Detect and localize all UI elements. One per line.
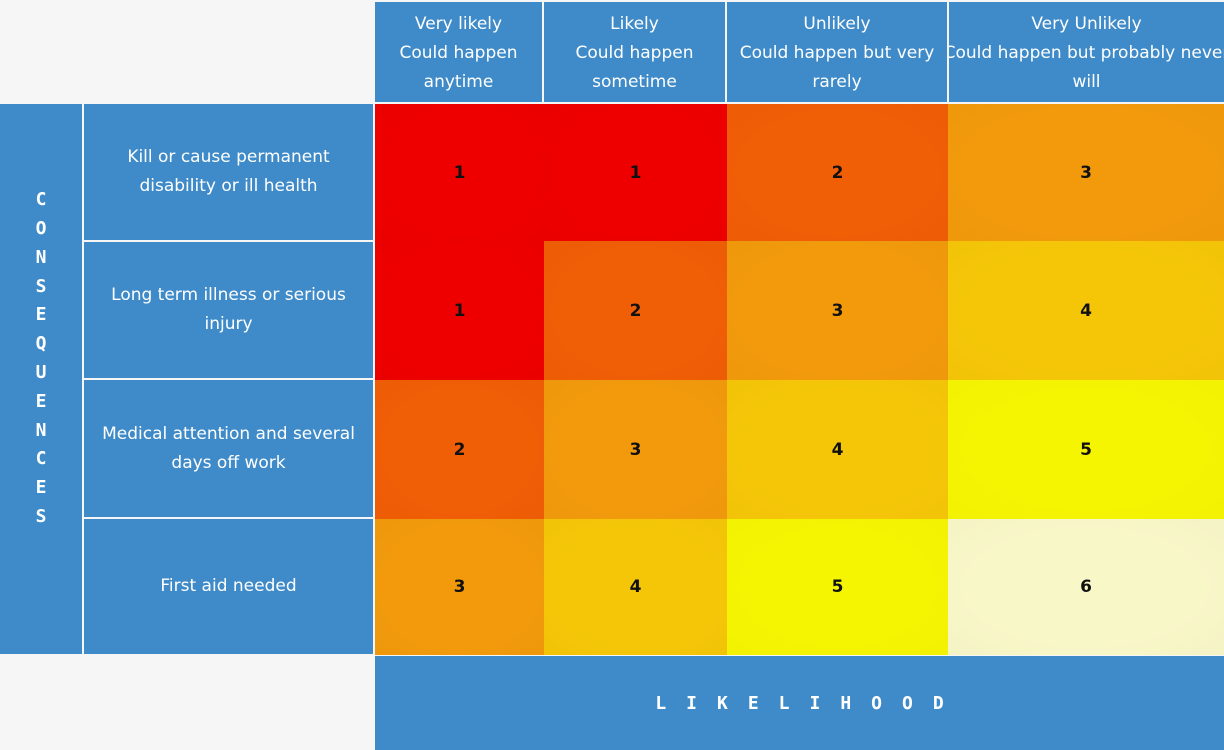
risk-cell: 2	[375, 380, 544, 519]
risk-value: 4	[1080, 300, 1092, 321]
risk-value: 1	[453, 300, 466, 321]
risk-value: 5	[1080, 439, 1092, 460]
row-header-line: Kill or cause permanent	[127, 147, 330, 167]
risk-cell: 3	[727, 241, 948, 380]
row-header-medical-attention: Medical attention and several days off wo…	[84, 380, 373, 517]
column-header-line: rarely	[812, 71, 862, 92]
consequences-axis-letter: E	[35, 390, 47, 412]
risk-value: 4	[831, 439, 844, 460]
column-header-very-unlikely: Very Unlikely Could happen but probably n…	[949, 2, 1224, 102]
column-header-line: Could happen but probably never	[949, 42, 1224, 63]
consequences-axis-letter: E	[35, 477, 47, 499]
risk-value: 3	[831, 300, 844, 321]
risk-value: 5	[831, 577, 844, 597]
risk-cell: 1	[375, 104, 544, 241]
row-header-line: Medical attention and several	[102, 423, 355, 444]
consequences-axis-letter: E	[35, 304, 47, 326]
row-header-line: First aid needed	[160, 576, 297, 596]
risk-value: 6	[1080, 577, 1092, 597]
column-header-line: Very likely	[414, 13, 503, 34]
risk-cell: 4	[727, 380, 948, 519]
column-header-line: Could happen	[399, 42, 518, 63]
column-header-line: Could happen but very	[739, 42, 935, 63]
risk-cell: 1	[375, 241, 544, 380]
row-header-first-aid: First aid needed	[84, 519, 373, 654]
risk-cell: 2	[544, 241, 727, 380]
row-header-line: Long term illness or serious	[111, 285, 346, 305]
row-header-line: disability or ill health	[139, 176, 318, 196]
consequences-axis-letter: S	[35, 505, 47, 527]
risk-value: 1	[629, 162, 642, 183]
risk-cell: 5	[727, 519, 948, 655]
risk-cell: 4	[948, 241, 1224, 380]
row-header-long-term-illness: Long term illness or serious injury	[84, 242, 373, 378]
risk-value: 3	[1080, 162, 1092, 183]
consequences-axis-letter: S	[35, 275, 47, 297]
column-header-line: Likely	[610, 13, 659, 34]
risk-value: 3	[453, 577, 466, 597]
risk-cell: 5	[948, 380, 1224, 519]
consequences-axis-letter: N	[35, 246, 47, 268]
row-header-line: days off work	[171, 452, 286, 473]
consequences-axis-letter: U	[35, 362, 47, 383]
risk-value: 4	[629, 577, 642, 597]
risk-cell: 3	[544, 380, 727, 519]
risk-value: 2	[453, 439, 466, 460]
column-header-line: Could happen	[575, 42, 694, 63]
risk-value: 2	[831, 162, 844, 183]
column-header-line: sometime	[592, 71, 677, 92]
row-header-line: injury	[204, 314, 253, 334]
likelihood-axis-text: LIKELIHOOD	[655, 692, 964, 714]
risk-cell: 6	[948, 519, 1224, 655]
risk-cell: 2	[727, 104, 948, 241]
risk-cell: 1	[544, 104, 727, 241]
column-header-line: will	[1072, 71, 1101, 92]
column-header-unlikely: Unlikely Could happen but very rarely	[727, 2, 947, 102]
likelihood-axis-label: LIKELIHOOD	[375, 656, 1224, 750]
column-header-very-likely: Very likely Could happen anytime	[375, 2, 542, 102]
risk-cell: 3	[948, 104, 1224, 241]
risk-value: 2	[629, 300, 642, 321]
column-header-line: anytime	[423, 71, 494, 92]
risk-value: 3	[629, 439, 642, 460]
column-header-line: Very Unlikely	[1031, 13, 1142, 34]
column-header-likely: Likely Could happen sometime	[544, 2, 725, 102]
risk-matrix: 1 1 2 3 1 2 3 4 2 3 4 5 3 4 5 6	[375, 104, 1224, 655]
risk-value: 1	[453, 162, 466, 183]
consequences-axis-letter: Q	[35, 333, 47, 355]
consequences-axis-letter: N	[35, 419, 47, 441]
consequences-axis-letter: O	[35, 218, 47, 240]
consequences-axis-letter: C	[35, 448, 47, 470]
risk-cell: 4	[544, 519, 727, 655]
column-header-line: Unlikely	[803, 13, 871, 34]
risk-cell: 3	[375, 519, 544, 655]
consequences-axis-letter: C	[35, 189, 47, 211]
row-header-kill-or-disability: Kill or cause permanent disability or ill…	[84, 104, 373, 240]
